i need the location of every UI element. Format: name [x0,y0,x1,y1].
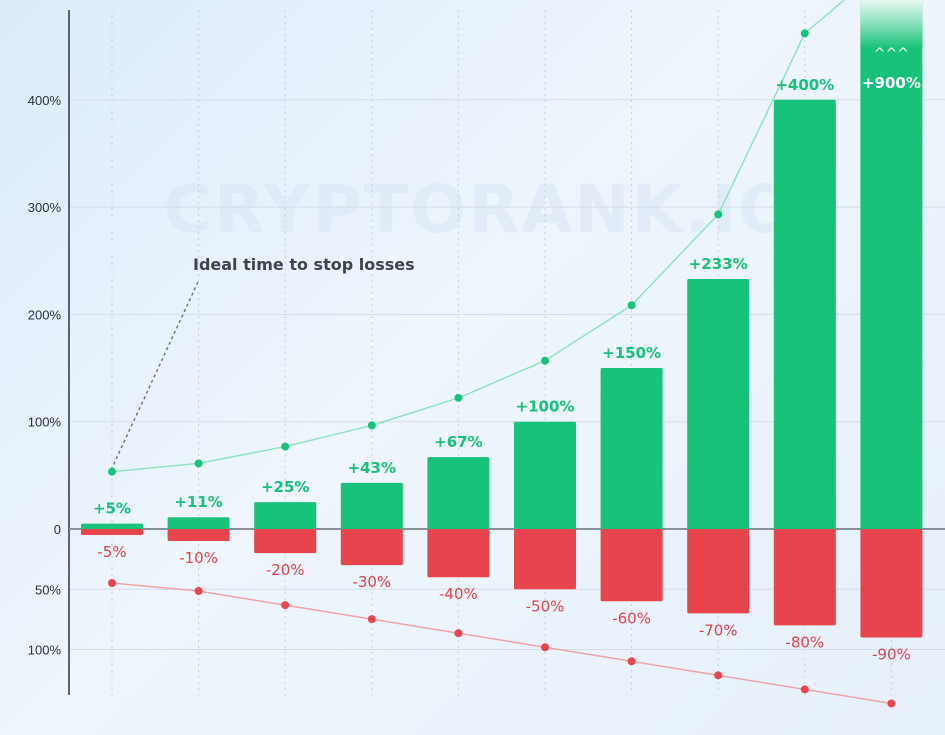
gain-data-label: +400% [775,76,834,94]
gain-bar [687,278,750,529]
loss-curve-point [194,587,203,596]
loss-curve-point [367,615,376,624]
loss-data-label: -20% [266,561,305,579]
loss-data-label: -70% [699,621,738,639]
loss-curve-point [887,699,896,708]
loss-curve-point [281,601,290,610]
loss-curve-point [108,579,116,588]
gain-curve-point [108,467,116,476]
y-tick-label: 100% [28,643,62,658]
y-tick-label: 300% [28,200,62,215]
gain-curve-point [367,421,376,430]
gain-bar [340,482,403,529]
gain-bar [81,523,143,529]
loss-bar [600,529,663,602]
gain-data-label: +43% [348,459,396,477]
loss-bar [773,529,836,626]
bars [81,0,923,638]
gain-data-label: +100% [516,398,575,416]
gain-bar [427,457,490,529]
y-tick-label-zero: 0 [54,522,61,537]
gain-bar [254,502,317,529]
loss-bar [427,529,490,578]
curves [108,0,896,708]
loss-curve-point [714,671,723,680]
gain-data-label: +11% [174,493,222,511]
gain-bar [773,99,836,530]
loss-bar [254,529,317,554]
gain-curve-point [541,356,549,365]
loss-data-label: -90% [872,645,911,663]
loss-curve-point [627,657,636,666]
loss-curve [111,582,892,705]
gain-curve-point [627,301,636,310]
loss-data-label: -60% [612,609,651,627]
loss-data-label: -80% [785,633,824,651]
annotation-text: Ideal time to stop losses [193,255,415,274]
loss-bar [81,529,143,536]
gain-curve-point [800,29,809,38]
loss-curve-point [541,643,549,652]
gain-bar [514,421,576,529]
loss-data-label: -30% [352,573,391,591]
gain-curve-point [454,393,463,402]
y-tick-label: 50% [35,582,61,597]
gain-data-label: +900% [862,74,921,92]
gain-data-label: +233% [689,255,748,273]
loss-bar [340,529,403,566]
gain-data-label: +5% [93,500,131,518]
gain-data-label: +150% [602,344,661,362]
gain-bar [600,368,663,529]
annotation-group: Ideal time to stop losses [111,255,415,469]
loss-data-label: -40% [439,585,478,603]
gain-data-label: +25% [261,478,309,496]
watermark: CRYPTORANK.IO [164,171,797,248]
loss-bar [860,529,923,638]
gain-bar [167,517,230,529]
gain-curve-point [281,442,290,451]
overflow-chevron-icon: ^^^ [874,46,909,62]
y-tick-label: 200% [28,307,62,322]
loss-bar [514,529,576,590]
loss-curve-point [800,685,809,694]
gain-bar-fade [860,0,923,48]
gain-curve-point [194,459,203,468]
loss-data-label: -10% [179,549,218,567]
loss-curve-point [454,629,463,638]
gain-bar-overflow [860,0,923,529]
loss-data-label: -50% [526,597,565,615]
gain-curve-point [714,210,723,219]
y-tick-label: 400% [28,93,62,108]
y-tick-label: 100% [28,415,62,430]
loss-bar [167,529,230,542]
gain-recovery-curve [111,0,846,473]
loss-data-label: -5% [97,543,126,561]
data-labels: +5% -5% +11% -10% +25% -20% +43% -30% +67% -40% +1… [93,46,921,663]
annotation-leader-line [111,281,199,469]
loss-bar [687,529,750,614]
gain-data-label: +67% [434,433,482,451]
